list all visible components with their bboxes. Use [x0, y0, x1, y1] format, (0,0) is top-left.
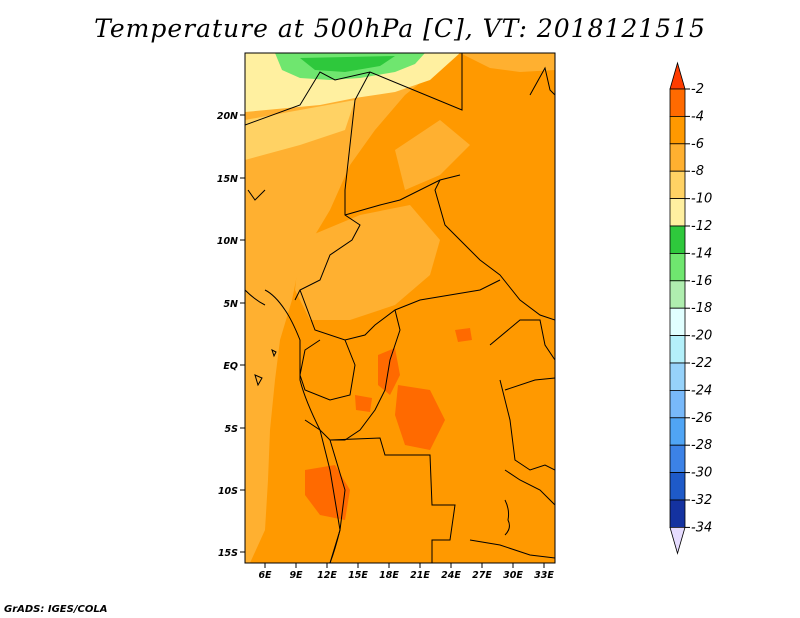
lon-tick-6e: 6E [258, 570, 272, 581]
lat-tick-eq: EQ [223, 361, 238, 372]
colorbar-segment [669, 198, 686, 227]
colorbar: -2 -4 -6 -8 -10 -12 -14 -16 -18 -20 -22 -24 -26 -28 -3… [669, 61, 712, 555]
colorbar-segment [669, 335, 686, 364]
colorbar-label: -8 [691, 164, 704, 179]
field-minus6-to-minus8-central [295, 205, 440, 320]
colorbar-segment [669, 499, 686, 528]
lon-tick-12e: 12E [317, 570, 337, 581]
warm-patch-1 [378, 348, 400, 395]
colorbar-label: -2 [691, 82, 704, 97]
colorbar-label: -26 [691, 411, 712, 426]
warm-patch-5 [355, 395, 372, 412]
lon-tick-18e: 18E [379, 570, 399, 581]
colorbar-label: -4 [691, 109, 704, 124]
colorbar-label: -10 [691, 192, 712, 207]
colorbar-segment [669, 389, 686, 419]
field-minus6-to-minus8-ne [460, 53, 555, 72]
colorbar-label: -18 [691, 301, 712, 316]
colorbar-label: -12 [691, 219, 712, 234]
colorbar-segment [669, 417, 686, 446]
grads-credit: GrADS: IGES/COLA [4, 604, 108, 615]
latitude-axis: 20N 15N 10N 5N EQ 5S 10S 15S [217, 111, 245, 559]
longitude-axis: 6E 9E 12E 15E 18E 21E 24E 27E 30E 33E [258, 563, 554, 581]
field-minus6-to-minus8-sudan [395, 120, 470, 190]
colorbar-segment [669, 472, 686, 501]
lat-tick-15n: 15N [217, 174, 238, 185]
colorbar-top-arrow [669, 61, 686, 90]
warm-patch-3 [305, 465, 350, 520]
colorbar-bottom-arrow [669, 527, 686, 555]
colorbar-segment [669, 143, 686, 172]
colorbar-segment [669, 170, 686, 199]
lat-tick-10n: 10N [217, 236, 238, 247]
lon-tick-15e: 15E [348, 570, 368, 581]
chart-title: Temperature at 500hPa [C], VT: 201812151… [94, 14, 706, 43]
lon-tick-24e: 24E [441, 570, 461, 581]
field-minus12-to-minus14 [300, 56, 395, 72]
colorbar-label: -30 [691, 466, 712, 481]
colorbar-segment [669, 444, 686, 474]
map-frame [244, 52, 556, 564]
colorbar-segment [669, 252, 686, 282]
colorbar-label: -20 [691, 329, 712, 344]
colorbar-label: -34 [691, 520, 712, 535]
lon-tick-21e: 21E [410, 570, 430, 581]
colorbar-label: -6 [691, 137, 704, 152]
lat-tick-5s: 5S [225, 424, 239, 435]
lon-tick-9e: 9E [289, 570, 303, 581]
lat-tick-10s: 10S [218, 486, 238, 497]
field-minus6-to-minus8-west [245, 53, 440, 563]
lat-tick-20n: 20N [217, 111, 238, 122]
colorbar-segment [669, 116, 686, 145]
colorbar-segment [669, 307, 686, 337]
warm-patch-2 [395, 385, 445, 450]
lat-tick-5n: 5N [223, 299, 238, 310]
lon-tick-27e: 27E [472, 570, 492, 581]
colorbar-label: -24 [691, 383, 712, 398]
colorbar-segment [669, 280, 686, 309]
warm-patch-4 [455, 328, 472, 342]
colorbar-label: -28 [691, 438, 712, 453]
lon-tick-33e: 33E [534, 570, 554, 581]
colorbar-segment [669, 362, 686, 391]
colorbar-segment [669, 225, 686, 254]
colorbar-label: -16 [691, 274, 712, 289]
colorbar-label: -32 [691, 493, 712, 508]
colorbar-label: -14 [691, 246, 712, 261]
country-borders [245, 53, 555, 563]
colorbar-label: -22 [691, 356, 712, 371]
lat-tick-15s: 15S [218, 548, 238, 559]
colorbar-segment [669, 88, 686, 117]
lon-tick-30e: 30E [503, 570, 523, 581]
